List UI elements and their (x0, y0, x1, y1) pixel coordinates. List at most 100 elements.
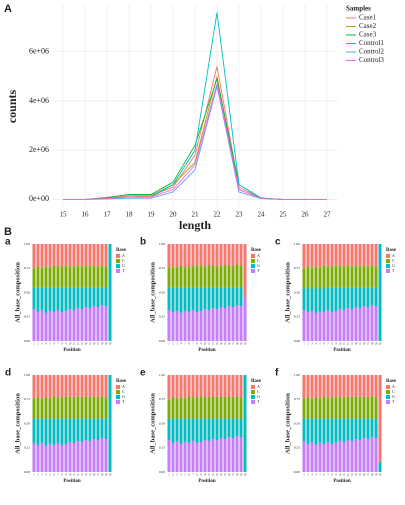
x-tick-label: 17 (367, 343, 370, 346)
bar-segment (92, 418, 96, 440)
bar-segment (370, 396, 374, 419)
bar-segment (48, 244, 52, 268)
bar-segment (195, 265, 199, 288)
bar-segment (84, 439, 88, 472)
x-axis-label: Position (198, 479, 215, 484)
bar-segment (231, 244, 235, 267)
bar-segment (64, 396, 68, 419)
bar-segment (64, 265, 68, 288)
legend-label: A (122, 384, 125, 389)
x-tick-label: 16 (228, 343, 231, 346)
legend-label: C (122, 389, 125, 394)
bar-segment (306, 397, 310, 419)
bar-segment (52, 418, 56, 445)
x-tick-label: 18 (236, 343, 239, 346)
x-tick-label: 13 (351, 474, 354, 477)
legend-swatch (116, 385, 120, 389)
bar-segment (56, 375, 60, 398)
bar-segment (227, 396, 231, 419)
panel-label: f (275, 368, 279, 379)
bar-segment (207, 309, 211, 341)
bar-segment (88, 418, 92, 441)
bar-segment (40, 442, 44, 472)
x-tick-label: 11 (73, 343, 76, 346)
bar-segment (350, 266, 354, 288)
bar-segment (171, 244, 175, 267)
bar-segment (302, 375, 306, 399)
x-tick-label: 19 (375, 343, 378, 346)
bar-segment (191, 266, 195, 288)
bar-segment (350, 440, 354, 472)
bar-segment (44, 266, 48, 288)
bar-segment (378, 375, 382, 463)
x-tick-label: 8 (61, 474, 63, 477)
bar-segment (56, 397, 60, 419)
bar-segment (100, 305, 104, 341)
x-tick-label: 12 (212, 474, 215, 477)
bar-segment (167, 309, 171, 341)
y-tick-label: 2e+06 (29, 145, 49, 154)
bar-segment (84, 265, 88, 288)
bar-segment (48, 310, 52, 341)
y-tick-label: 0.25 (24, 315, 30, 319)
bar-segment (318, 267, 322, 289)
x-tick-label: 6 (188, 474, 190, 477)
bar-segment (330, 443, 334, 472)
x-tick-label: 5 (49, 343, 51, 346)
x-tick-label: 6 (188, 343, 190, 346)
x-tick-label: 2 (172, 474, 174, 477)
x-tick-label: 4 (315, 343, 317, 346)
bar-segment (239, 418, 243, 438)
x-tick-label: 9 (200, 474, 202, 477)
legend-swatch (116, 269, 120, 273)
bar-segment (60, 287, 64, 312)
x-tick-label: 5 (184, 474, 186, 477)
x-tick-label: 3 (176, 474, 178, 477)
bar-segment (302, 288, 306, 310)
legend-swatch (386, 395, 390, 399)
legend-label: C (122, 258, 125, 263)
y-tick-label: 0.50 (294, 290, 300, 294)
legend-swatch (116, 400, 120, 404)
x-tick-label: 11 (208, 474, 211, 477)
legend-swatch (251, 385, 255, 389)
bar-segment (322, 396, 326, 419)
bar-segment (374, 266, 378, 288)
bar-segment (223, 375, 227, 398)
bar-segment (211, 308, 215, 341)
bar-segment (187, 418, 191, 443)
legend-label: Control2 (359, 48, 384, 56)
legend-swatch (251, 259, 255, 263)
bar-segment (314, 244, 318, 267)
bar-segment (358, 418, 362, 440)
x-tick-label: 4 (180, 343, 182, 346)
x-tick-label: 1 (303, 343, 305, 346)
legend-label: G (122, 394, 125, 399)
x-tick-label: 7 (192, 343, 194, 346)
bar-segment (88, 266, 92, 288)
x-tick-label: 20 (109, 474, 112, 477)
x-tick-label: 18 (101, 343, 104, 346)
bar-segment (322, 265, 326, 288)
x-tick-label: 10 (69, 474, 72, 477)
bar-segment (100, 396, 104, 419)
bar-segment (358, 308, 362, 341)
bar-segment (32, 375, 36, 399)
bar-segment (362, 306, 366, 341)
y-tick-label: 0.00 (159, 470, 165, 474)
bar-segment (195, 311, 199, 341)
bar-segment (36, 375, 40, 398)
bar-segment (310, 375, 314, 399)
x-axis-label: Position (63, 479, 80, 484)
x-tick-label: 17 (232, 474, 235, 477)
legend-label: C (257, 389, 260, 394)
y-tick-label: 0.50 (24, 290, 30, 294)
bar-segment (223, 265, 227, 288)
bar-segment (227, 287, 231, 307)
bar-segment (167, 267, 171, 288)
bar-segment (36, 266, 40, 288)
bar-segment (40, 398, 44, 419)
x-tick-label: 21 (192, 211, 200, 219)
bar-segment (96, 287, 100, 308)
bar-segment (199, 287, 203, 311)
